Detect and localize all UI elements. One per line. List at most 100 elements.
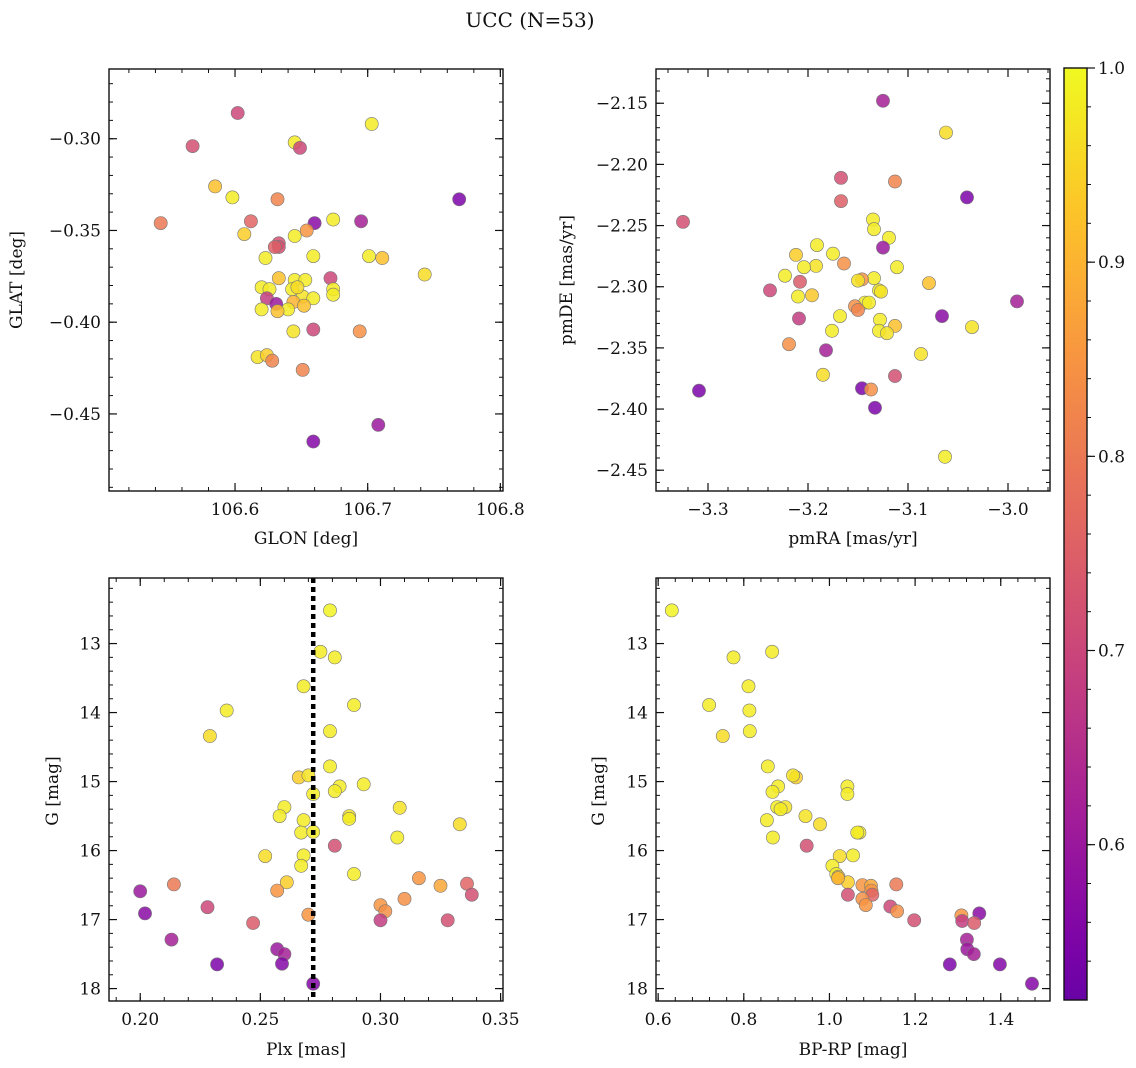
scatter-point	[323, 603, 337, 618]
axes-frame	[108, 68, 504, 492]
scatter-point	[208, 179, 222, 194]
figure-title: UCC (N=53)	[465, 8, 594, 32]
scatter-point	[397, 892, 412, 906]
scatter-point	[810, 238, 824, 252]
scatter-point	[809, 258, 823, 273]
scatter-point	[791, 289, 805, 304]
y-tick-label: −2.40	[596, 400, 648, 420]
scatter-point	[417, 267, 432, 282]
scatter-point	[295, 362, 310, 377]
scatter-point	[907, 913, 922, 928]
scatter-point	[306, 322, 321, 337]
scatter-point	[841, 887, 855, 902]
scatter-point	[258, 251, 273, 265]
scatter-point	[354, 214, 368, 229]
y-axis-label: GLAT [deg]	[7, 231, 27, 329]
scatter-point	[294, 858, 309, 873]
scatter-point	[279, 875, 294, 890]
scatter-point	[225, 190, 240, 205]
y-tick-label: 14	[79, 704, 101, 724]
scatter-point	[966, 947, 981, 961]
scatter-point	[876, 240, 890, 255]
axes-frame	[108, 577, 504, 1002]
x-tick-label: 106.7	[343, 500, 392, 520]
x-tick-label: −3.1	[887, 500, 928, 520]
scatter-point	[851, 303, 865, 317]
scatter-point	[760, 813, 774, 828]
y-tick-label: 15	[79, 773, 101, 793]
scatter-point	[664, 603, 679, 618]
y-tick-label: 15	[626, 773, 648, 793]
colorbar-tick-label: 0.6	[1098, 836, 1125, 856]
scatter-point	[914, 347, 928, 361]
scatter-point	[782, 337, 796, 352]
x-tick-label: −3.3	[687, 500, 728, 520]
scatter-point	[825, 323, 839, 338]
scatter-point	[347, 698, 361, 712]
scatter-point	[326, 287, 341, 302]
scatter-point	[876, 93, 890, 108]
scatter-point	[833, 309, 847, 323]
scatter-point	[840, 787, 855, 801]
y-tick-label: 13	[626, 635, 648, 655]
scatter-point	[267, 240, 282, 254]
y-tick-label: 13	[79, 635, 101, 655]
x-tick-label: 1.0	[816, 1010, 843, 1030]
y-tick-label: −2.30	[596, 278, 648, 298]
scatter-point	[798, 809, 813, 823]
y-tick-label: 18	[626, 980, 648, 1000]
colorbar-tick-label: 0.7	[1098, 642, 1125, 662]
scatter-point	[805, 288, 819, 303]
scatter-point	[464, 887, 479, 902]
scatter-point	[834, 194, 848, 208]
scatter-point	[246, 916, 260, 930]
scatter-point	[742, 703, 757, 718]
y-axis-label: pmDE [mas/yr]	[557, 215, 577, 345]
y-tick-label: −2.25	[596, 217, 648, 237]
scatter-point	[967, 916, 982, 930]
y-tick-label: −2.45	[596, 461, 648, 481]
scatter-point	[364, 117, 379, 131]
scatter-point	[202, 729, 217, 743]
scatter-point	[352, 324, 367, 339]
scatter-point	[867, 271, 881, 286]
axes-frame	[655, 68, 1051, 492]
scatter-point	[270, 304, 285, 319]
scatter-point	[452, 817, 467, 832]
scatter-point	[327, 784, 342, 799]
scatter-point	[890, 260, 904, 275]
scatter-point	[1025, 976, 1039, 991]
y-tick-label: 17	[79, 911, 101, 931]
scatter-point	[789, 247, 803, 262]
scatter-point	[834, 170, 848, 185]
scatter-point	[935, 309, 949, 323]
scatter-point	[837, 256, 851, 271]
scatter-point	[210, 957, 224, 972]
scatter-point	[347, 867, 361, 881]
scatter-point	[1010, 294, 1024, 309]
scatter-point	[230, 106, 245, 120]
scatter-point	[254, 302, 269, 317]
scatter-point	[342, 811, 357, 826]
scatter-point	[323, 724, 337, 739]
scatter-points	[153, 106, 467, 449]
colorbar: 0.6 0.7 0.8 0.9 1.0	[1063, 59, 1125, 1001]
scatter-point	[356, 777, 371, 792]
scatter-point	[792, 311, 806, 326]
scatter-point	[955, 914, 970, 928]
scatter-point	[392, 800, 407, 815]
scatter-point	[862, 295, 876, 310]
scatter-point	[888, 369, 902, 383]
scatter-point	[185, 139, 200, 153]
x-axis-label: pmRA [mas/yr]	[788, 529, 917, 549]
scatter-point	[219, 703, 234, 718]
y-axis-label: G [mag]	[43, 756, 63, 825]
scatter-point	[765, 785, 780, 799]
scatter-point	[294, 825, 309, 840]
scatter-point	[166, 877, 181, 892]
scatter-point	[819, 343, 833, 358]
scatter-point	[773, 802, 788, 817]
scatter-point	[153, 216, 168, 230]
scatter-point	[327, 838, 342, 853]
scatter-point	[846, 848, 860, 863]
